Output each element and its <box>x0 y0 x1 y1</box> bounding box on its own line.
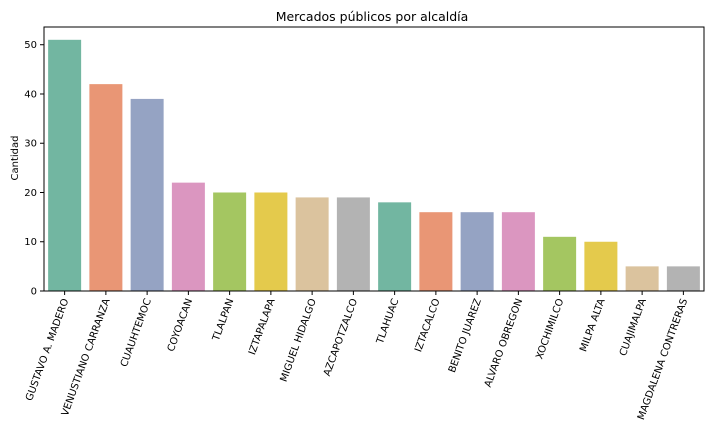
y-tick-label: 30 <box>24 139 37 150</box>
x-tick-label: CUAUHTEMOC <box>119 297 154 368</box>
bar <box>584 241 618 291</box>
bar <box>460 212 494 291</box>
x-tick-label: BENITO JUAREZ <box>447 297 484 374</box>
x-tick-label: CUAJIMALPA <box>618 297 649 358</box>
bar <box>254 192 288 291</box>
x-tick-label: MIGUEL HIDALGO <box>279 297 319 383</box>
x-tick-label: AZCAPOTZALCO <box>322 297 360 378</box>
bar <box>48 39 82 292</box>
x-tick-label: XOCHIMILCO <box>534 297 566 361</box>
y-tick-label: 20 <box>24 188 37 199</box>
bar <box>213 192 247 291</box>
bar <box>378 202 412 291</box>
y-tick-label: 0 <box>31 287 37 298</box>
bar <box>666 266 700 291</box>
bar <box>130 98 164 291</box>
bars <box>48 39 700 292</box>
x-tick-label: VENUSTIANO CARRANZA <box>60 297 113 417</box>
bar <box>501 212 535 291</box>
bar <box>295 197 329 291</box>
bar <box>89 84 123 291</box>
x-tick-label: ALVARO OBREGON <box>483 297 525 389</box>
x-tick-label: MAGDALENA CONTRERAS <box>636 297 690 421</box>
y-axis-label: Cantidad <box>10 136 21 181</box>
plot-frame <box>43 26 705 292</box>
x-tick-label: IZTACALCO <box>413 297 443 354</box>
y-tick-label: 10 <box>24 237 37 248</box>
x-tick-label: IZTAPALAPA <box>247 297 278 356</box>
x-tick-label: COYOACAN <box>166 297 195 353</box>
x-tick-label: TLAHUAC <box>375 297 402 346</box>
bar <box>625 266 659 291</box>
chart-title: Mercados públicos por alcaldía <box>276 9 469 24</box>
bar <box>336 197 370 291</box>
x-tick-label: TLALPAN <box>211 297 237 343</box>
x-tick-label: GUSTAVO A. MADERO <box>24 297 71 402</box>
y-tick-label: 40 <box>24 89 37 100</box>
y-axis: 0 10 20 30 40 50 <box>24 40 44 298</box>
y-tick-label: 50 <box>24 40 37 51</box>
bar <box>171 182 205 291</box>
bar <box>543 236 577 291</box>
x-tick-label: MILPA ALTA <box>578 297 607 353</box>
bar <box>419 212 453 291</box>
